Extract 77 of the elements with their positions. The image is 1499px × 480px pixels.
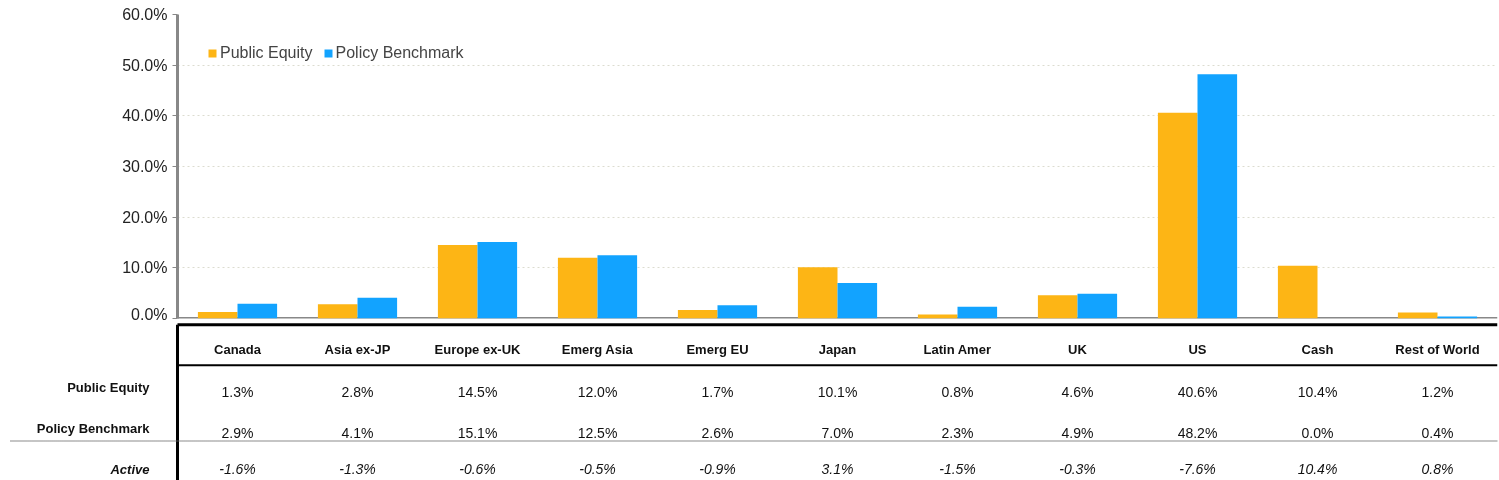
bar bbox=[1277, 265, 1318, 319]
x-tick-label: Cash bbox=[1301, 341, 1334, 357]
text: -0.3% bbox=[1059, 461, 1096, 478]
text: 3.1% bbox=[821, 461, 854, 478]
bar bbox=[437, 245, 478, 319]
data-label: 0.0% bbox=[1301, 425, 1334, 442]
text: -1.5% bbox=[939, 461, 976, 478]
x-tick-label: Japan bbox=[818, 341, 857, 357]
y-tick-label: 50.0% bbox=[122, 56, 168, 74]
text: -0.5% bbox=[579, 461, 616, 478]
legend-label: Public Equity bbox=[220, 44, 313, 62]
bar bbox=[1077, 293, 1118, 319]
text: -0.6% bbox=[459, 461, 496, 478]
bar bbox=[597, 255, 638, 319]
bar bbox=[1437, 316, 1478, 319]
x-tick-label: Rest of World bbox=[1395, 341, 1480, 357]
bar bbox=[957, 306, 998, 319]
bar bbox=[1197, 74, 1238, 319]
bar bbox=[1157, 112, 1198, 319]
data-label: 4.6% bbox=[1061, 384, 1094, 401]
bar bbox=[197, 311, 238, 319]
bar bbox=[917, 314, 958, 319]
y-tick-label: 10.0% bbox=[122, 259, 168, 277]
data-label: 48.2% bbox=[1177, 425, 1218, 442]
bar bbox=[1037, 295, 1078, 319]
text: -0.9% bbox=[699, 461, 736, 478]
bar bbox=[557, 257, 598, 319]
data-label: 10.4% bbox=[1297, 384, 1338, 401]
text: -7.6% bbox=[1179, 461, 1216, 478]
text: -1.3% bbox=[339, 461, 376, 478]
data-label: 0.4% bbox=[1421, 425, 1454, 442]
bar bbox=[237, 303, 278, 319]
bar bbox=[837, 283, 878, 319]
data-label: 15.1% bbox=[457, 425, 498, 442]
bar bbox=[1397, 312, 1438, 319]
text: -1.6% bbox=[219, 461, 256, 478]
data-label: 2.6% bbox=[701, 425, 734, 442]
text: Policy Benchmark bbox=[36, 420, 150, 436]
y-tick-label: 0.0% bbox=[131, 305, 168, 323]
data-label: 12.5% bbox=[577, 425, 618, 442]
text: 0.8% bbox=[1421, 461, 1454, 478]
x-tick-label: UK bbox=[1068, 341, 1088, 357]
bar bbox=[677, 309, 718, 319]
bar bbox=[317, 304, 358, 319]
data-label: 2.9% bbox=[221, 425, 254, 442]
data-label: 40.6% bbox=[1177, 384, 1218, 401]
y-tick-label: 20.0% bbox=[122, 208, 168, 226]
x-tick-label: Asia ex-JP bbox=[324, 341, 391, 357]
bar bbox=[717, 305, 758, 319]
data-label: 14.5% bbox=[457, 384, 498, 401]
bar bbox=[797, 267, 838, 319]
data-label: 1.3% bbox=[221, 384, 254, 401]
data-label: 0.8% bbox=[941, 384, 974, 401]
legend-label: Policy Benchmark bbox=[335, 44, 464, 62]
x-tick-label: Latin Amer bbox=[923, 341, 991, 357]
data-label: 4.9% bbox=[1061, 425, 1094, 442]
bar bbox=[357, 297, 398, 319]
x-tick-label: Canada bbox=[214, 341, 262, 357]
x-tick-label: Europe ex-UK bbox=[434, 341, 522, 357]
data-label: 12.0% bbox=[577, 384, 618, 401]
x-tick-label: Emerg Asia bbox=[561, 341, 634, 357]
text: Active bbox=[109, 461, 150, 477]
data-label: 1.2% bbox=[1421, 384, 1454, 401]
data-label: 2.8% bbox=[341, 384, 374, 401]
data-label: 7.0% bbox=[821, 425, 854, 442]
bar bbox=[477, 241, 518, 319]
data-label: 2.3% bbox=[941, 425, 974, 442]
x-tick-label: US bbox=[1188, 341, 1207, 357]
y-tick-label: 40.0% bbox=[122, 107, 168, 125]
data-label: 10.1% bbox=[817, 384, 858, 401]
y-tick-label: 60.0% bbox=[122, 6, 168, 23]
y-tick-label: 30.0% bbox=[122, 158, 168, 175]
data-label: 4.1% bbox=[341, 425, 374, 442]
text: Public Equity bbox=[67, 379, 150, 395]
x-tick-label: Emerg EU bbox=[686, 341, 749, 357]
data-label: 1.7% bbox=[701, 384, 734, 401]
text: 10.4% bbox=[1297, 461, 1338, 478]
